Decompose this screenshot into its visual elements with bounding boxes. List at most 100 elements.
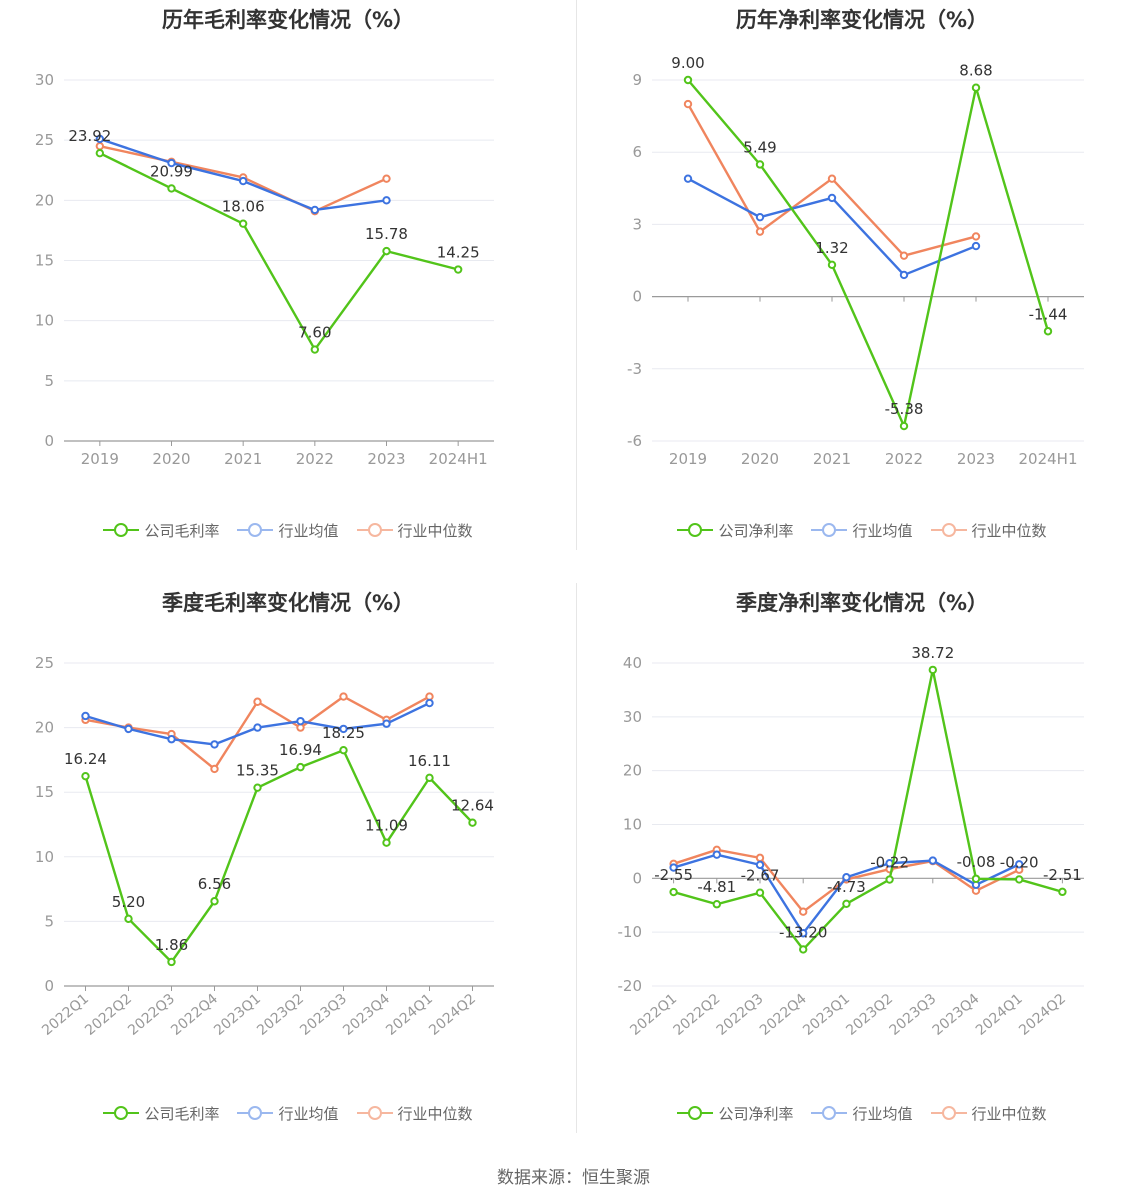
data-point-average [1015,860,1024,869]
data-point-average [253,723,262,732]
data-point-company [899,421,909,431]
legend-item-median[interactable]: 行业中位数 [356,1103,473,1124]
x-tick-label: 2024H1 [429,450,488,468]
data-point-average [238,176,248,186]
data-label: -1.44 [1029,305,1068,323]
legend-item-average[interactable]: 行业均值 [237,1103,339,1124]
x-tick-label: 2022 [885,450,923,468]
legend-item-median[interactable]: 行业中位数 [930,520,1047,541]
x-tick-label: 2024H1 [1019,450,1078,468]
data-point-company [310,345,320,354]
y-tick-label: 30 [35,71,54,89]
x-tick-label: 2020 [741,450,779,468]
data-point-company [468,818,477,827]
data-label: -4.73 [827,878,866,896]
y-tick-label: 6 [632,143,642,161]
data-point-median [296,723,305,732]
legend-item-company[interactable]: 公司净利率 [677,1103,793,1124]
quarterly-gross-margin-chart: 0 5 10 15 20 25 2022Q12022Q22022Q32022Q42023Q1… [35,654,494,1039]
legend-item-average[interactable]: 行业均值 [811,1103,913,1124]
data-point-company [755,160,765,169]
data-point-average [425,698,434,708]
x-tick-label: 2022Q3 [714,991,767,1039]
legend-item-median[interactable]: 行业中位数 [356,520,473,541]
legend-item-average[interactable]: 行业均值 [811,520,913,541]
legend-item-company[interactable]: 公司净利率 [677,520,793,541]
data-point-company [1015,875,1024,884]
data-label: 18.25 [322,724,365,742]
x-tick-label: 2022Q4 [757,991,810,1039]
legend-label: 行业中位数 [397,1104,473,1123]
x-tick-label: 2023Q2 [254,991,307,1039]
data-label: 6.56 [198,875,231,893]
chart-title: 季度毛利率变化情况（%） [161,591,415,615]
x-tick-label: 2023 [957,450,995,468]
y-tick-label: 0 [632,869,642,887]
y-tick-label: 25 [35,654,54,672]
data-point-company [238,219,248,228]
quarterly-gross-margin-panel: 季度毛利率变化情况（%） 0 5 10 15 20 25 2022Q1 2022Q2 2022Q… [0,583,576,1143]
data-label: 9.00 [671,54,704,72]
data-point-company [167,957,176,967]
legend-label: 行业中位数 [397,521,473,540]
series-line-average [687,177,977,277]
x-tick-label: 2024Q2 [426,991,479,1039]
data-point-average [755,212,765,222]
x-tick-label: 2021 [813,450,851,468]
panel-divider [576,583,577,1133]
chart-title: 历年毛利率变化情况（%） [161,8,415,32]
data-point-company [799,945,808,954]
data-source-note: 数据来源：恒生聚源 [497,1168,650,1188]
data-point-median [339,692,348,701]
legend-marker-icon [930,523,967,537]
data-point-company [124,914,133,924]
data-point-average [669,863,678,872]
y-tick-label: 10 [35,848,54,866]
y-tick-label: 25 [35,131,54,149]
legend-marker-icon [356,523,393,537]
data-label: 14.25 [437,244,480,262]
data-point-average [81,711,90,721]
data-point-median [827,174,837,183]
legend-item-median[interactable]: 行业中位数 [930,1103,1047,1124]
data-label: 23.92 [68,127,111,145]
legend-label: 行业均值 [852,1104,913,1123]
data-point-company [425,773,434,783]
x-tick-label: 2020 [152,450,190,468]
y-tick-label: 0 [632,288,642,306]
data-label: 5.49 [743,138,776,156]
quarterly-net-margin-chart: -20-100102030402022Q12022Q22022Q32022Q42… [618,644,1084,1039]
data-point-company [971,874,981,883]
y-tick-label: 20 [35,191,54,209]
data-point-average [95,134,105,144]
x-tick-label: 2023Q3 [297,991,350,1039]
data-point-company [210,897,219,906]
x-tick-label: 2024Q1 [973,991,1026,1039]
data-label: -2.67 [741,867,780,885]
x-tick-label: 2022Q2 [671,991,724,1039]
data-point-company [253,783,262,792]
y-tick-label: -3 [627,360,642,378]
legend-label: 公司净利率 [718,1104,794,1123]
data-label: -0.20 [1000,853,1039,871]
legend-marker-icon [811,1106,848,1120]
legend-label: 公司毛利率 [144,1104,220,1123]
legend-item-average[interactable]: 行业均值 [237,520,339,541]
data-point-median [755,853,765,863]
legend-item-company[interactable]: 公司毛利率 [103,520,219,541]
data-point-median [899,251,909,260]
legend-marker-icon [677,523,714,537]
legend-item-company[interactable]: 公司毛利率 [103,1103,219,1124]
legend-marker-icon [677,1106,714,1120]
data-point-average [899,270,909,280]
data-label: -4.81 [697,878,736,896]
x-tick-label: 2019 [669,450,707,468]
annual-net-margin-chart: -6 -3 0 3 6 9 2019 2020 2021 2022 2023 2024H1 9.00 5.… [627,54,1084,468]
y-tick-label: 9 [632,71,642,89]
data-point-median [683,99,693,109]
x-tick-label: 2023Q2 [843,991,896,1039]
data-point-company [885,875,894,884]
y-tick-label: -10 [618,923,643,941]
data-label: -0.08 [957,853,996,871]
data-point-company [339,746,348,755]
